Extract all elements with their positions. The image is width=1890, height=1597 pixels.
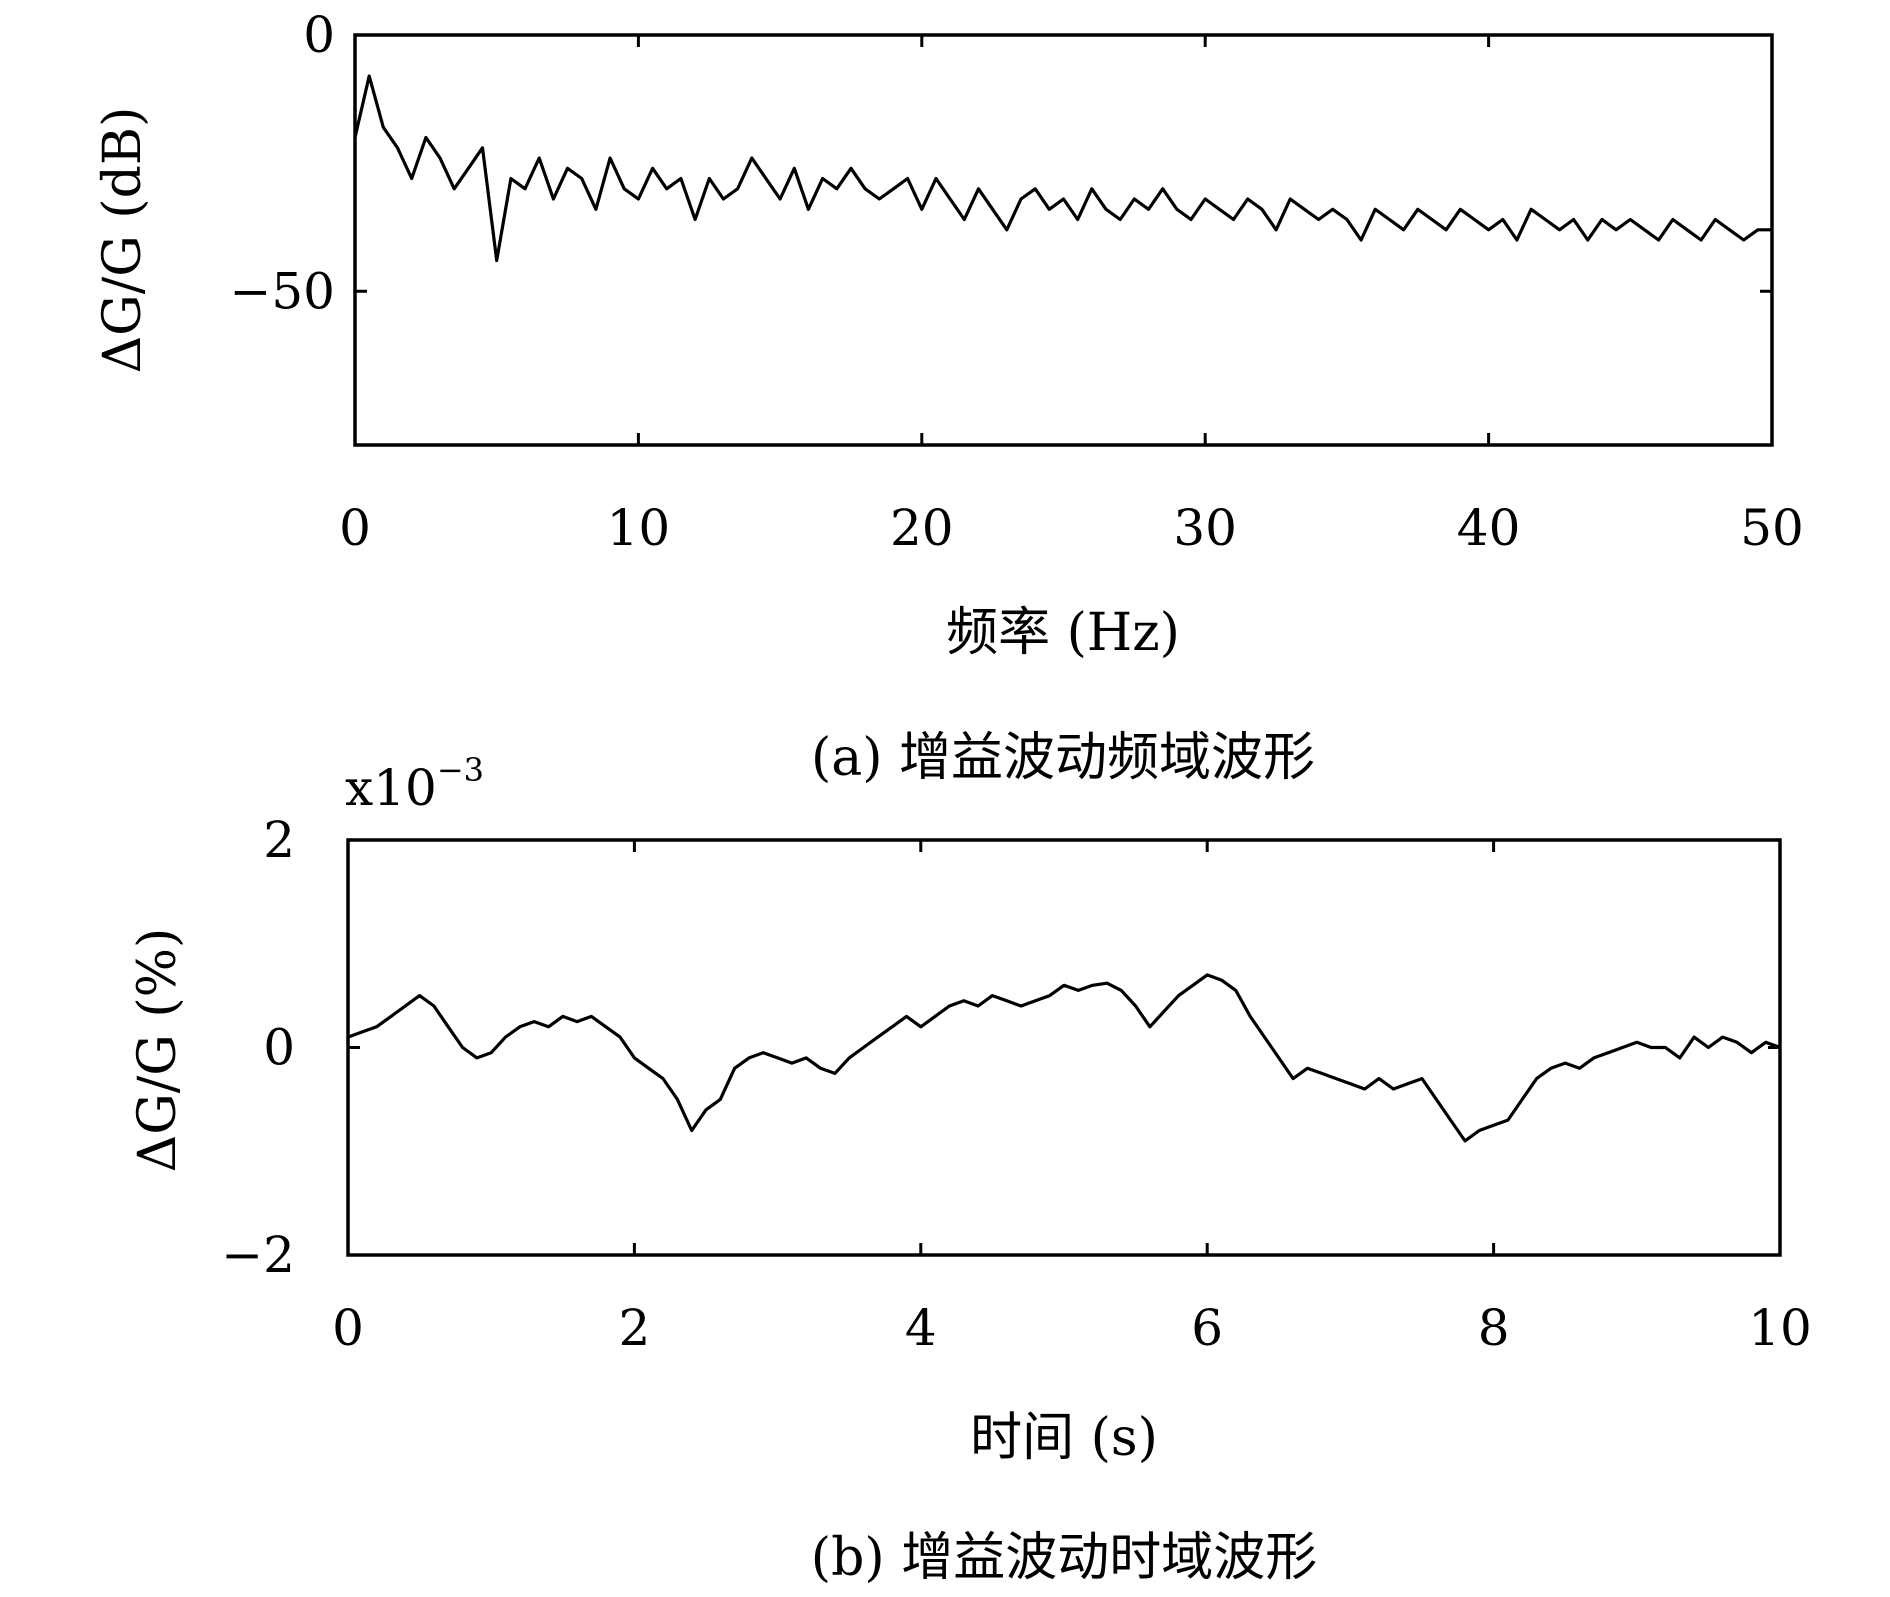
y-tick-label-a-0: 0 bbox=[303, 6, 335, 64]
multiplier-base: x10 bbox=[345, 759, 437, 817]
ticks-a bbox=[353, 33, 1774, 445]
caption-a: (a) 增益波动频域波形 bbox=[811, 728, 1315, 788]
x-tick-labels-b: 0 2 4 6 8 10 bbox=[332, 1299, 1812, 1357]
y-axis-label-b: ΔG/G (%) bbox=[128, 928, 188, 1173]
chart-time-domain: x10−3 0 2 4 6 8 10 2 0 −2 时间 (s) ΔG/G (%) (b) 增… bbox=[128, 751, 1812, 1588]
x-tick-label-a-2: 20 bbox=[890, 499, 954, 557]
x-tick-labels-a: 0 10 20 30 40 50 bbox=[339, 499, 1804, 557]
series-line-a bbox=[353, 74, 1772, 263]
plot-frame-a bbox=[353, 33, 1774, 447]
x-tick-label-b-1: 2 bbox=[618, 1299, 650, 1357]
x-axis-label-b: 时间 (s) bbox=[970, 1408, 1158, 1468]
plot-frame-b bbox=[346, 838, 1782, 1257]
x-tick-label-b-0: 0 bbox=[332, 1299, 364, 1357]
caption-b: (b) 增益波动时域波形 bbox=[811, 1528, 1317, 1588]
x-tick-label-b-3: 6 bbox=[1191, 1299, 1223, 1357]
x-tick-label-a-1: 10 bbox=[607, 499, 671, 557]
ticks-b bbox=[346, 838, 1782, 1257]
x-tick-label-a-4: 40 bbox=[1457, 499, 1521, 557]
y-axis-label-a: ΔG/G (dB) bbox=[93, 107, 153, 374]
x-tick-label-a-3: 30 bbox=[1173, 499, 1237, 557]
multiplier-exponent: −3 bbox=[437, 751, 484, 789]
x-axis-label-a: 频率 (Hz) bbox=[946, 603, 1180, 663]
x-tick-label-a-0: 0 bbox=[339, 499, 371, 557]
y-tick-label-b-0: 2 bbox=[263, 811, 295, 869]
y-tick-label-a-1: −50 bbox=[229, 262, 335, 320]
y-tick-labels-a: 0 −50 bbox=[229, 6, 335, 320]
series-line-b bbox=[347, 973, 1781, 1143]
x-tick-label-b-4: 8 bbox=[1478, 1299, 1510, 1357]
y-tick-label-b-2: −2 bbox=[221, 1226, 295, 1284]
y-tick-label-b-1: 0 bbox=[263, 1019, 295, 1077]
y-tick-labels-b: 2 0 −2 bbox=[221, 811, 295, 1284]
y-multiplier-label-b: x10−3 bbox=[345, 751, 484, 817]
x-tick-label-b-2: 4 bbox=[905, 1299, 937, 1357]
x-tick-label-b-5: 10 bbox=[1748, 1299, 1812, 1357]
chart-frequency-domain: 0 10 20 30 40 50 0 −50 频率 (Hz) ΔG/G (dB) (a) 增… bbox=[93, 6, 1804, 788]
x-tick-label-a-5: 50 bbox=[1740, 499, 1804, 557]
